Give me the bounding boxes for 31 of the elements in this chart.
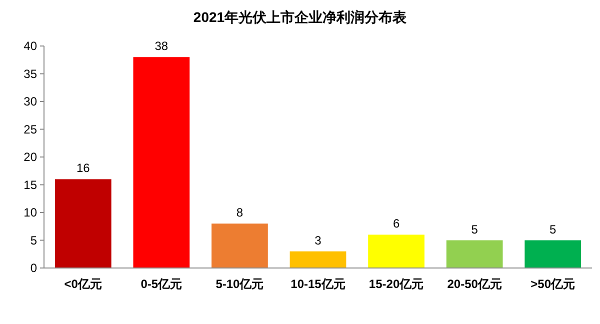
x-tick-label: 5-10亿元: [216, 277, 264, 291]
bar: [133, 57, 190, 268]
bar: [524, 240, 582, 268]
y-tick-label: 20: [24, 150, 38, 164]
y-tick-label: 5: [30, 233, 38, 248]
x-tick-label: <0亿元: [64, 277, 102, 291]
bar: [368, 234, 424, 268]
y-tick-label: 35: [24, 66, 38, 81]
x-tick-label: 15-20亿元: [368, 277, 424, 291]
data-label: 6: [392, 216, 400, 231]
y-tick-label: 25: [24, 122, 38, 136]
y-tick-label: 30: [24, 94, 38, 108]
bar: [290, 251, 346, 268]
data-label: 38: [154, 39, 168, 54]
bar: [212, 224, 268, 268]
y-tick-label: 0: [30, 261, 38, 275]
x-tick-label: >50亿元: [530, 277, 576, 291]
data-label: 5: [550, 222, 557, 236]
x-tick-label: 0-5亿元: [140, 277, 182, 291]
y-tick-label: 15: [24, 178, 38, 192]
chart-title: 2021年光伏上市企业净利润分布表: [193, 9, 408, 25]
y-tick-label: 10: [24, 206, 38, 220]
data-label: 16: [76, 161, 90, 176]
data-label: 3: [314, 233, 322, 248]
data-label: 5: [471, 222, 478, 236]
bar: [446, 240, 503, 268]
bar: [54, 179, 112, 268]
y-tick-label: 40: [24, 39, 38, 53]
x-tick-label: 10-15亿元: [290, 277, 346, 291]
data-label: 8: [236, 206, 244, 220]
x-tick-label: 20-50亿元: [447, 277, 502, 291]
